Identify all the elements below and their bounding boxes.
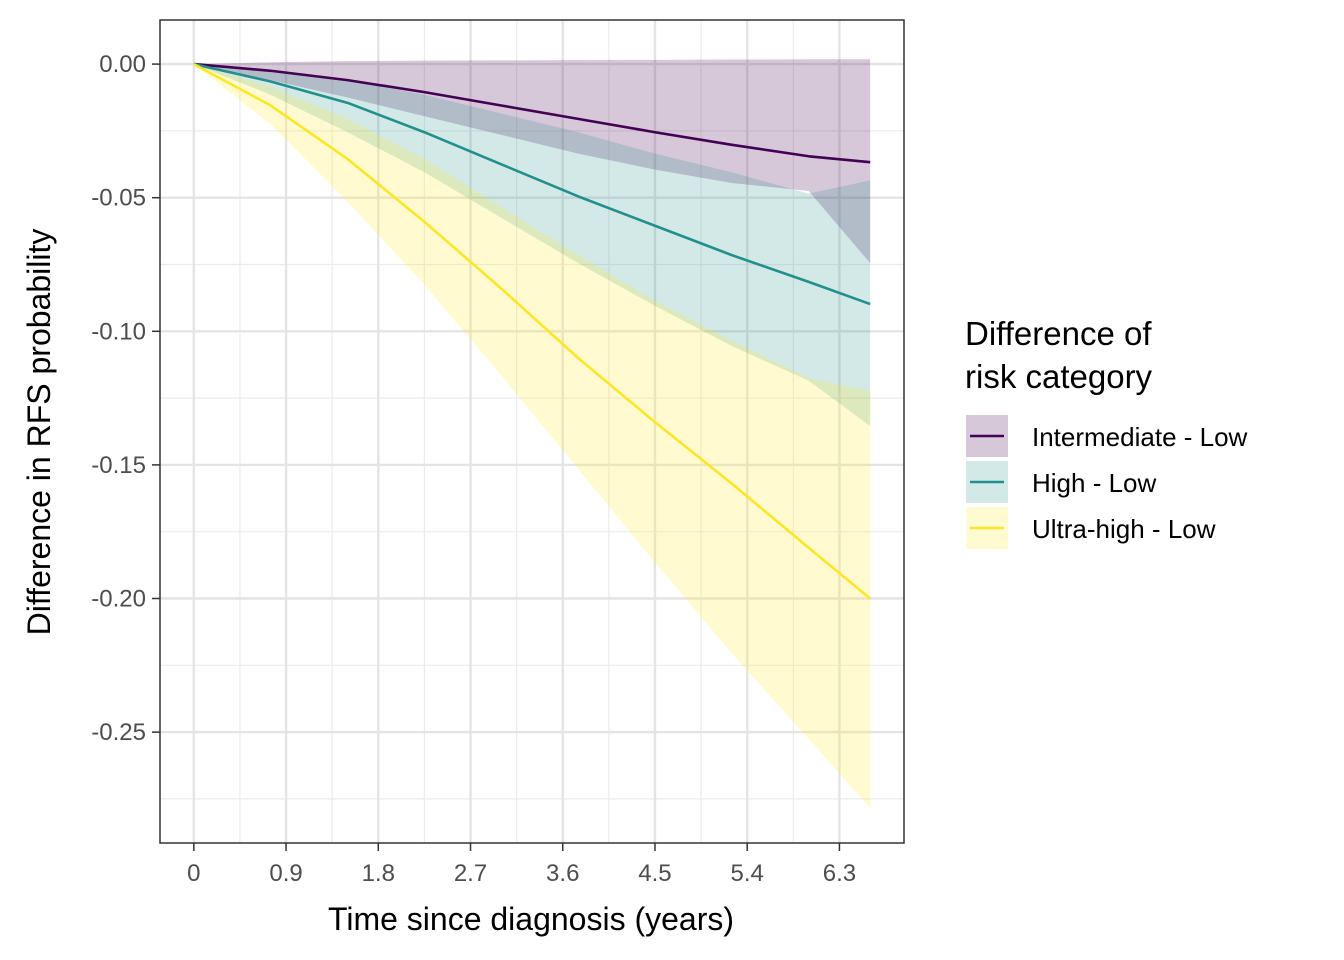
series-lines <box>193 62 872 600</box>
grid-minor <box>160 20 904 843</box>
x-tick-label: 6.3 <box>823 860 856 887</box>
x-axis-title: Time since diagnosis (years) <box>328 901 734 937</box>
legend-title-line-2: risk category <box>965 358 1153 395</box>
line-series-0 <box>193 62 871 164</box>
x-tick-label: 5.4 <box>731 860 764 887</box>
x-axis: 0 0.9 1.8 2.7 3.6 4.5 5.4 6.3 <box>187 843 856 887</box>
y-tick-label: -0.25 <box>91 719 146 746</box>
legend-label-intermediate: Intermediate - Low <box>1032 422 1248 452</box>
y-axis-title: Difference in RFS probability <box>21 229 57 636</box>
x-tick-label: 3.6 <box>546 860 579 887</box>
y-tick-label: -0.05 <box>91 185 146 212</box>
y-tick-label: -0.10 <box>91 318 146 345</box>
legend: Difference of risk category Intermediate… <box>965 315 1248 549</box>
x-tick-label: 2.7 <box>454 860 487 887</box>
x-tick-label: 0.9 <box>269 860 302 887</box>
ribbon-series-0 <box>193 59 871 264</box>
ribbon-series-2 <box>193 64 871 809</box>
x-tick-label: 1.8 <box>362 860 395 887</box>
x-tick-label: 0 <box>187 860 200 887</box>
y-tick-label: -0.20 <box>91 586 146 613</box>
ribbon-series-1 <box>193 64 871 427</box>
line-series-1 <box>193 62 871 306</box>
legend-title-line-1: Difference of <box>965 315 1152 352</box>
x-tick-label: 4.5 <box>638 860 671 887</box>
y-axis: 0.00 -0.05 -0.10 -0.15 -0.20 -0.25 <box>91 51 160 746</box>
y-tick-label: 0.00 <box>99 51 146 78</box>
line-series-2 <box>193 62 872 600</box>
panel-border <box>159 19 905 844</box>
grid-major <box>160 20 904 843</box>
confidence-ribbons <box>193 59 871 809</box>
legend-label-ultra-high: Ultra-high - Low <box>1032 514 1216 544</box>
legend-keys <box>966 415 1008 549</box>
legend-label-high: High - Low <box>1032 468 1156 498</box>
y-tick-label: -0.15 <box>91 452 146 479</box>
